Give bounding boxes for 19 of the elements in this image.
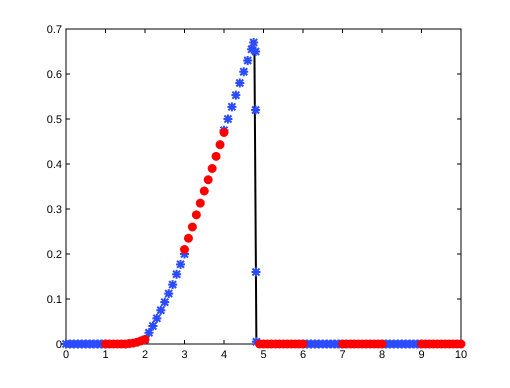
x-tick-label: 8 — [378, 349, 386, 361]
x-tick-label: 6 — [300, 349, 306, 361]
x-tick-label: 0 — [62, 349, 70, 361]
x-tick-label: 3 — [181, 349, 188, 361]
x-tick-label: 4 — [220, 349, 228, 361]
x-tick-label: 7 — [339, 349, 346, 361]
x-tick-label: 9 — [418, 349, 425, 361]
x-tick-label: 5 — [260, 349, 267, 361]
x-tick-label: 10 — [454, 349, 468, 361]
y-tick-label: 0.6 — [46, 69, 62, 81]
x-tick-label: 2 — [142, 349, 148, 361]
y-tick-label: 0.4 — [46, 159, 62, 171]
y-tick-label: 0.1 — [46, 294, 62, 306]
y-tick-label: 0 — [56, 339, 62, 351]
y-tick-label: 0.7 — [46, 24, 62, 36]
y-tick-label: 0.5 — [46, 114, 62, 126]
x-tick-label: 1 — [102, 349, 109, 361]
y-tick-label: 0.3 — [46, 204, 62, 216]
y-tick-label: 0.2 — [46, 249, 62, 261]
